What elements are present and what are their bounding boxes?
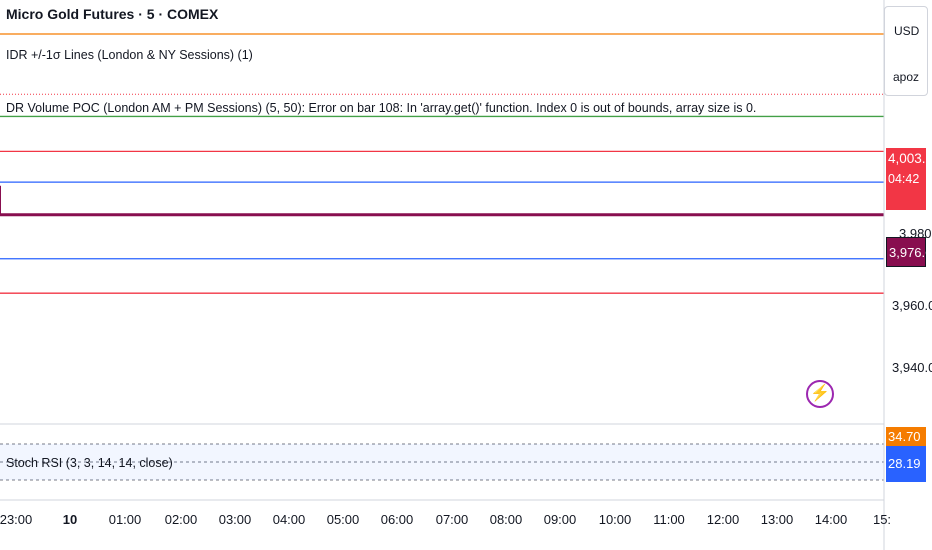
time-tick: 09:00 (543, 512, 577, 527)
currency-label[interactable]: USD (894, 24, 920, 38)
stoch-k-badge: 28.19 (886, 446, 926, 482)
stoch-rsi-pane (0, 443, 884, 481)
currency-unit-box[interactable] (884, 6, 928, 96)
time-tick: 02:00 (164, 512, 198, 527)
stoch-d-badge: 34.70 (886, 427, 926, 446)
time-tick: 14:00 (814, 512, 848, 527)
time-tick: 04:00 (272, 512, 306, 527)
price-tick: 3,960.0 (892, 298, 932, 313)
level-lines (0, 33, 884, 294)
bar-countdown: 04:42 (888, 172, 920, 186)
time-tick: 11:00 (653, 512, 685, 527)
price-tick: 3,940.0 (892, 360, 932, 375)
last-price-value: 4,003.2 (888, 151, 932, 166)
stoch-band (0, 444, 884, 480)
time-tick: 03:00 (218, 512, 252, 527)
time-tick: 23:00 (0, 512, 33, 527)
time-tick: 13:00 (760, 512, 794, 527)
symbol-title[interactable]: Micro Gold Futures · 5 · COMEX (6, 6, 219, 22)
time-tick: 06:00 (380, 512, 414, 527)
last-price-badge: 4,003.2 04:42 (886, 148, 932, 210)
time-tick: 10:00 (598, 512, 632, 527)
time-tick: 10 (62, 512, 78, 527)
time-tick: 07:00 (435, 512, 469, 527)
time-tick: 15: (872, 512, 892, 527)
indicator-idr-label[interactable]: IDR +/-1σ Lines (London & NY Sessions) (… (6, 48, 253, 62)
time-tick: 12:00 (706, 512, 740, 527)
unit-mode-label[interactable]: apoz (893, 70, 920, 84)
time-tick: 08:00 (489, 512, 523, 527)
time-tick: 05:00 (326, 512, 360, 527)
lightning-icon[interactable]: ⚡ (806, 380, 834, 408)
stoch-rsi-label[interactable]: Stoch RSI (3, 3, 14, 14, close) (6, 456, 173, 470)
time-tick: 01:00 (108, 512, 142, 527)
poc-price-badge: 3,976.6 (886, 237, 932, 267)
indicator-poc-label[interactable]: DR Volume POC (London AM + PM Sessions) … (6, 101, 757, 115)
